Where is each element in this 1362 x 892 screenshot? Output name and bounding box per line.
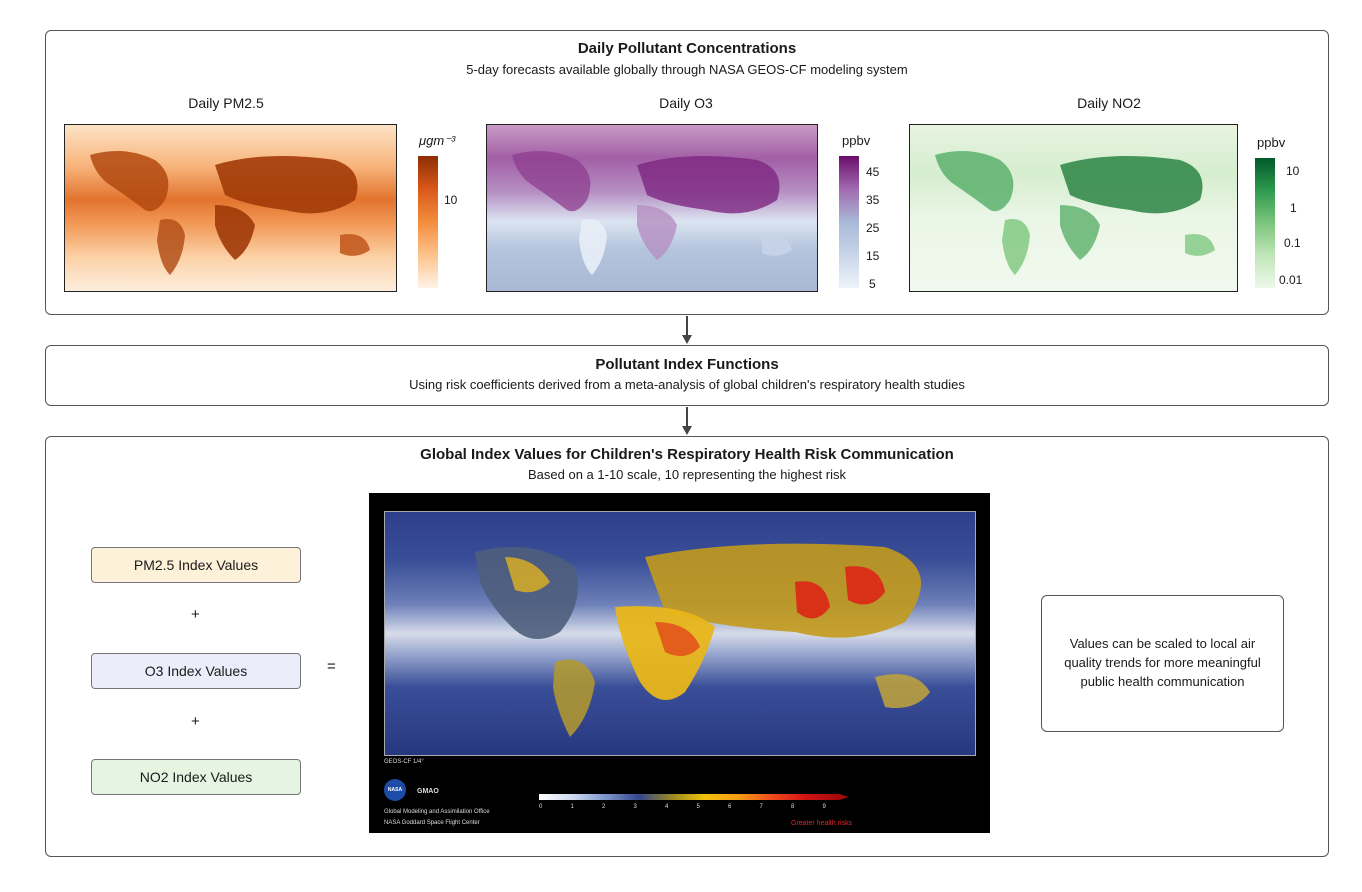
o3-continents xyxy=(512,151,792,275)
flow-arrow-shaft xyxy=(686,316,688,336)
scale-caption: Greater health risks xyxy=(791,820,853,827)
plus-sign: + xyxy=(191,713,200,730)
panel-title: Daily Pollutant Concentrations xyxy=(577,40,797,57)
org-line-2: NASA Goddard Space Flight Center xyxy=(384,820,480,826)
map-label-o3: Daily O3 xyxy=(659,95,713,111)
no2-map xyxy=(909,124,1238,292)
o3-colorbar xyxy=(839,156,859,288)
flow-arrow-head xyxy=(682,426,692,435)
gmao-label: GMAO xyxy=(417,788,439,795)
scale-tick-label: 6 xyxy=(728,804,732,810)
flow-arrow-head xyxy=(682,335,692,344)
no2-tick: 0.01 xyxy=(1279,273,1303,287)
panel-subtitle: Using risk coefficients derived from a m… xyxy=(409,377,965,392)
pollutant-concentrations-panel: Daily Pollutant Concentrations 5-day for… xyxy=(45,30,1329,315)
scale-tick-label: 4 xyxy=(665,804,669,810)
index-functions-panel: Pollutant Index Functions Using risk coe… xyxy=(45,345,1329,406)
o3-tick: 5 xyxy=(869,277,876,291)
pm25-map xyxy=(64,124,397,292)
o3-tick: 35 xyxy=(866,193,880,207)
risk-scale-bar xyxy=(539,794,839,800)
panel-title: Global Index Values for Children's Respi… xyxy=(420,446,954,463)
pm25-continents xyxy=(90,151,370,275)
model-label: GEOS-CF 1/4° xyxy=(384,759,424,765)
pm25-index-box: PM2.5 Index Values xyxy=(91,547,301,583)
nasa-logo: NASA xyxy=(384,779,406,801)
o3-index-box: O3 Index Values xyxy=(91,653,301,689)
equals-sign: = xyxy=(327,658,336,675)
o3-tick: 25 xyxy=(866,221,880,235)
no2-index-box: NO2 Index Values xyxy=(91,759,301,795)
o3-tick: 15 xyxy=(866,249,880,263)
pm25-colorbar xyxy=(418,156,438,288)
pm25-tick: 10 xyxy=(444,193,458,207)
scaling-note: Values can be scaled to local air qualit… xyxy=(1041,595,1284,732)
global-index-map: GEOS-CF 1/4° NASA GMAO Global Modeling a… xyxy=(369,493,990,833)
no2-tick: 10 xyxy=(1286,164,1300,178)
flow-arrow-shaft xyxy=(686,407,688,427)
plus-sign: + xyxy=(191,606,200,623)
map-label-pm25: Daily PM2.5 xyxy=(188,95,264,111)
map-label-no2: Daily NO2 xyxy=(1077,95,1141,111)
scale-tick-label: 8 xyxy=(791,804,795,810)
no2-tick: 1 xyxy=(1290,201,1297,215)
scale-tick-label: 1 xyxy=(570,804,574,810)
o3-map xyxy=(486,124,818,292)
index-map-image xyxy=(384,511,976,756)
nasa-logo-text: NASA xyxy=(387,787,403,793)
panel-title: Pollutant Index Functions xyxy=(595,356,779,373)
pm25-unit: μgm⁻³ xyxy=(419,133,456,148)
o3-tick: 45 xyxy=(866,165,880,179)
scale-tick-label: 5 xyxy=(696,804,700,810)
no2-unit: ppbv xyxy=(1257,135,1286,150)
scale-tick-label: 3 xyxy=(633,804,637,810)
o3-unit: ppbv xyxy=(842,133,871,148)
panel-subtitle: Based on a 1-10 scale, 10 representing t… xyxy=(528,467,846,482)
scale-tick-label: 2 xyxy=(602,804,606,810)
no2-continents xyxy=(935,151,1215,275)
scale-tick-label: 0 xyxy=(539,804,543,810)
scale-tick-label: 9 xyxy=(822,804,826,810)
scale-arrow xyxy=(839,794,849,800)
scale-tick-label: 7 xyxy=(759,804,763,810)
index-continents xyxy=(475,543,930,737)
panel-subtitle: 5-day forecasts available globally throu… xyxy=(466,62,908,77)
global-index-panel: Global Index Values for Children's Respi… xyxy=(45,436,1329,857)
no2-tick: 0.1 xyxy=(1284,236,1301,250)
no2-colorbar xyxy=(1255,158,1275,288)
org-line-1: Global Modeling and Assimilation Office xyxy=(384,809,490,815)
